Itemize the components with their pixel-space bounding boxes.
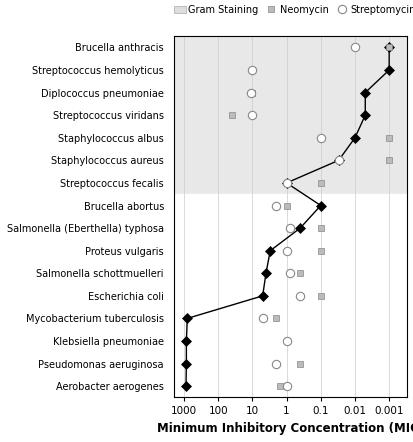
Bar [173, 375, 406, 397]
Bar [173, 104, 406, 126]
Bar [173, 36, 406, 59]
Bar [173, 194, 406, 217]
Bar [173, 81, 406, 104]
Bar [173, 262, 406, 285]
X-axis label: Minimum Inhibitory Concentration (MIC): Minimum Inhibitory Concentration (MIC) [157, 422, 413, 435]
Bar [173, 171, 406, 194]
Legend: Gram Staining, Neomycin, Streptomycin, Penicillin: Gram Staining, Neomycin, Streptomycin, P… [173, 5, 413, 15]
Bar [173, 240, 406, 262]
Bar [173, 149, 406, 171]
Bar [173, 352, 406, 375]
Bar [173, 59, 406, 81]
Bar [173, 330, 406, 352]
Bar [173, 126, 406, 149]
Bar [173, 307, 406, 330]
Bar [173, 285, 406, 307]
Bar [173, 217, 406, 240]
